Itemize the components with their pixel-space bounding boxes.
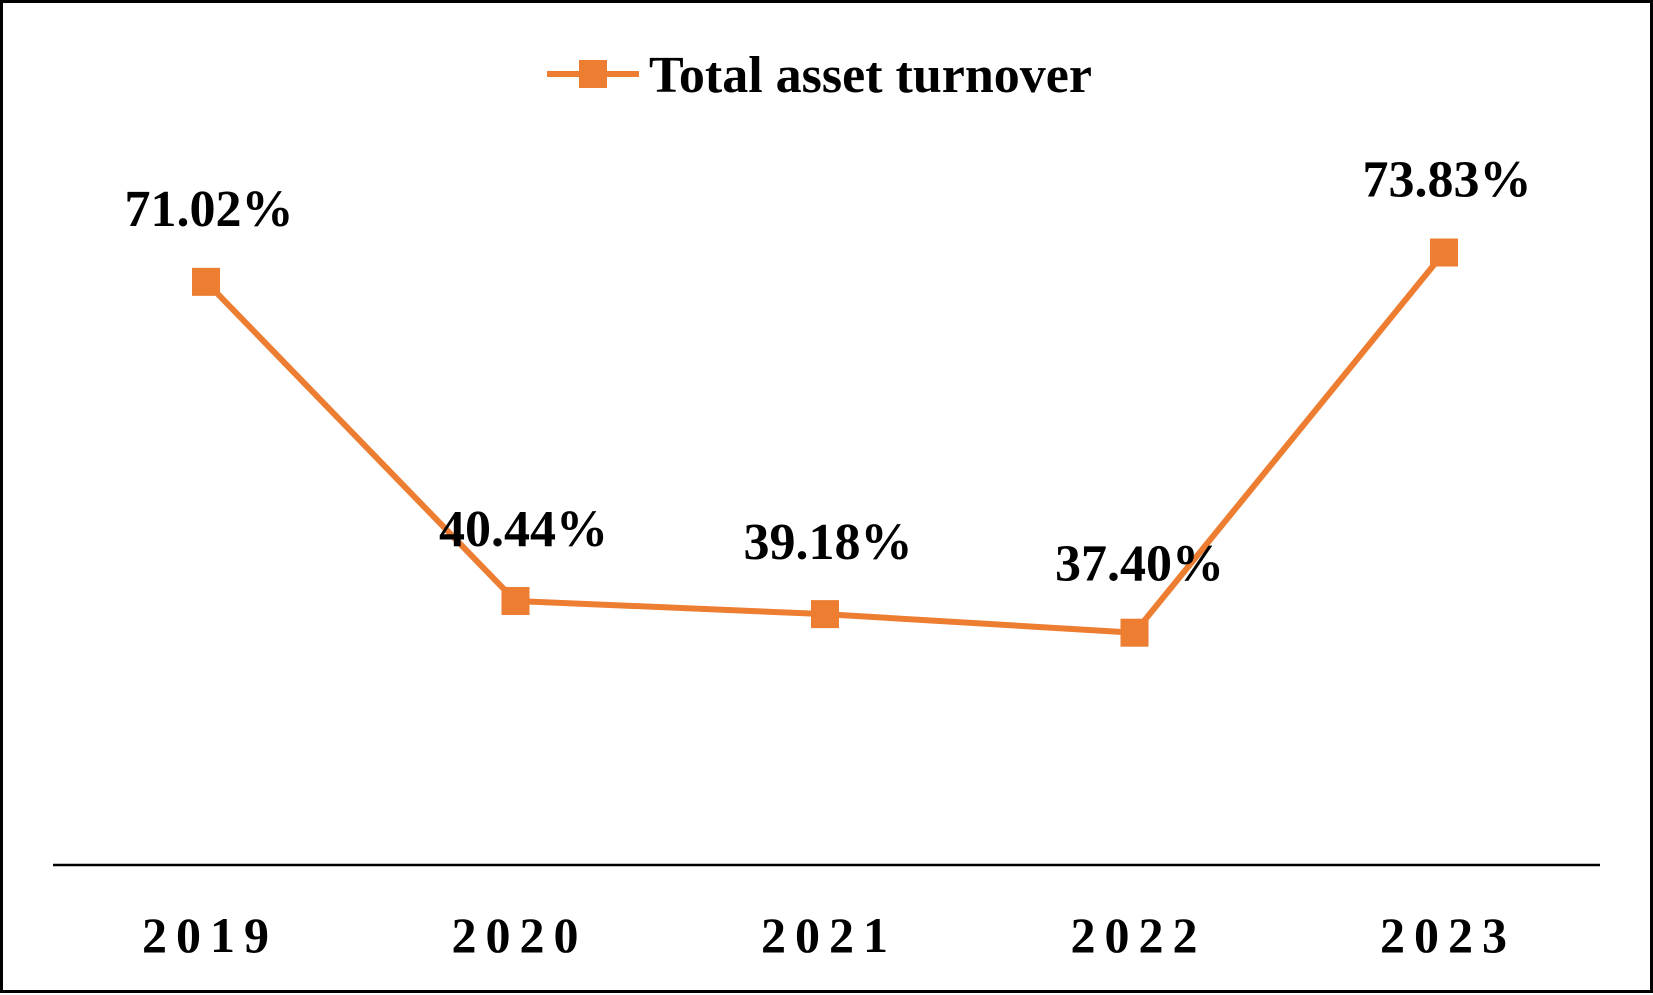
x-axis-tick-labels: 2019 2020 2021 2022 2023 (142, 907, 1516, 963)
data-point-2021 (811, 600, 839, 629)
data-label-2021: 39.18% (744, 514, 913, 571)
x-tick-label-2023: 2023 (1380, 907, 1516, 963)
x-tick-label-2019: 2019 (142, 907, 278, 963)
series-markers (192, 238, 1458, 647)
data-point-2023 (1430, 238, 1458, 267)
data-point-2022 (1120, 618, 1149, 647)
data-point-2020 (501, 586, 530, 615)
legend: Total asset turnover (547, 47, 1092, 104)
data-label-2020: 40.44% (439, 501, 608, 558)
series-line-total-asset-turnover (203, 250, 1447, 636)
x-tick-label-2022: 2022 (1071, 907, 1207, 963)
data-label-2019: 71.02% (125, 181, 294, 238)
data-label-2022: 37.40% (1055, 536, 1224, 593)
legend-marker-swatch (579, 60, 607, 88)
line-chart: Total asset turnover 71.02% 40.44% 39.18% 3… (53, 47, 1600, 963)
data-label-2023: 73.83% (1363, 152, 1532, 209)
x-tick-label-2020: 2020 (452, 907, 588, 963)
data-point-2019 (192, 267, 220, 296)
x-tick-label-2021: 2021 (761, 907, 897, 963)
legend-entry-label: Total asset turnover (649, 47, 1092, 104)
data-labels: 71.02% 40.44% 39.18% 37.40% 73.83% (125, 152, 1532, 593)
